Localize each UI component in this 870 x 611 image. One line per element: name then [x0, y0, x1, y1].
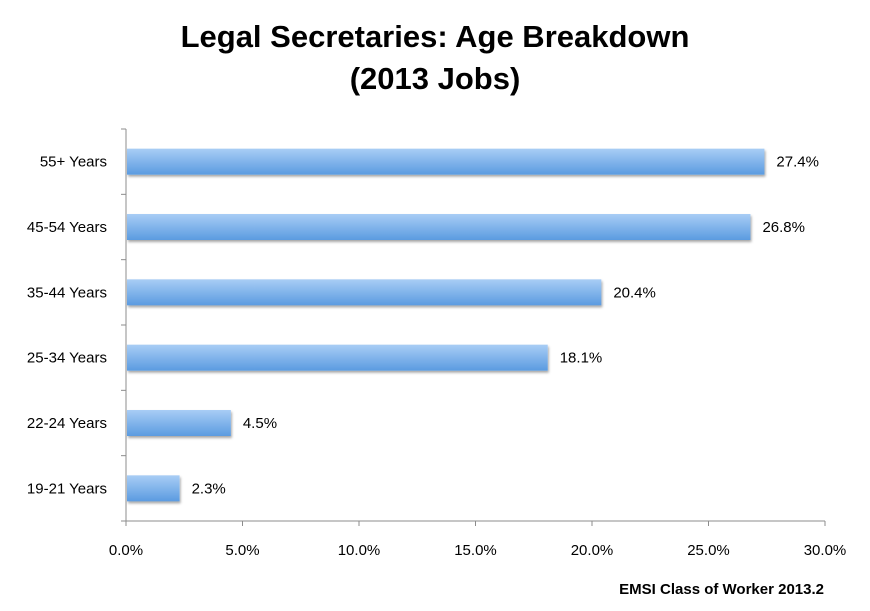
category-label: 45-54 Years — [27, 219, 107, 236]
chart-title: Legal Secretaries: Age Breakdown (2013 J… — [0, 16, 870, 100]
x-tick-label: 20.0% — [571, 542, 614, 559]
bar — [127, 475, 180, 502]
x-tick-label: 10.0% — [338, 542, 381, 559]
bar — [127, 148, 765, 175]
data-label: 20.4% — [613, 284, 656, 301]
x-tick-label: 5.0% — [225, 542, 259, 559]
bar — [127, 410, 231, 436]
data-label: 4.5% — [243, 415, 277, 432]
chart-title-main: Legal Secretaries: Age Breakdown — [180, 19, 690, 54]
data-label: 18.1% — [560, 350, 603, 367]
category-label: 25-34 Years — [27, 350, 107, 367]
data-label: 26.8% — [762, 219, 805, 236]
category-label: 22-24 Years — [27, 415, 107, 432]
category-label: 55+ Years — [40, 154, 107, 171]
bars-layer — [127, 148, 765, 502]
bar — [127, 214, 751, 240]
x-tick-label: 15.0% — [454, 542, 497, 559]
x-tick-label: 25.0% — [687, 542, 730, 559]
category-label: 35-44 Years — [27, 284, 107, 301]
labels-layer: 55+ Years 27.4% 45-54 Years 26.8% 35-44 Year… — [27, 154, 846, 559]
source-note: EMSI Class of Worker 2013.2 — [619, 581, 824, 598]
bar — [127, 279, 602, 306]
data-label: 27.4% — [776, 154, 819, 171]
bar — [127, 344, 548, 371]
x-tick-label: 30.0% — [804, 542, 847, 559]
x-tick-label: 0.0% — [109, 542, 143, 559]
axes-layer — [121, 128, 826, 526]
data-label: 2.3% — [192, 480, 226, 497]
category-label: 19-21 Years — [27, 480, 107, 497]
chart-subtitle: (2013 Jobs) — [349, 61, 521, 96]
